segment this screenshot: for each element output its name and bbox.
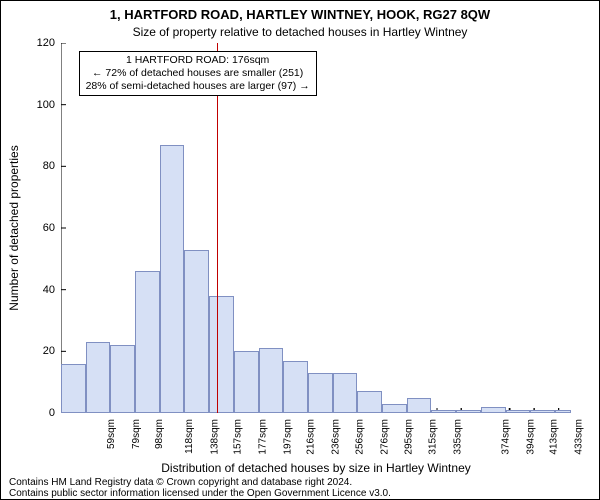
histogram-bar	[61, 364, 86, 413]
y-tick-label: 60	[5, 222, 55, 234]
x-tick-label: 236sqm	[330, 419, 341, 455]
y-tick-label: 40	[5, 284, 55, 296]
histogram-bar	[135, 271, 160, 413]
histogram-bar	[431, 410, 456, 413]
y-tick-label: 120	[5, 37, 55, 49]
histogram-bar	[555, 410, 571, 413]
annotation-line-3: 28% of semi-detached houses are larger (…	[86, 80, 310, 93]
x-tick-label: 276sqm	[380, 419, 391, 455]
histogram-bar	[86, 342, 111, 413]
histogram-bar	[209, 296, 234, 413]
x-axis-label: Distribution of detached houses by size …	[61, 461, 571, 475]
x-tick-label: 118sqm	[184, 419, 195, 454]
histogram-bar	[160, 145, 185, 413]
histogram-bar	[456, 410, 481, 413]
x-tick-label: 256sqm	[355, 419, 366, 455]
x-tick-label: 315sqm	[428, 419, 439, 455]
x-tick-label: 413sqm	[549, 419, 560, 455]
y-tick-label: 100	[5, 99, 55, 111]
x-tick-label: 138sqm	[209, 419, 220, 455]
footer-line-2: Contains public sector information licen…	[9, 488, 391, 499]
x-tick-label: 157sqm	[233, 419, 244, 455]
x-tick-label: 335sqm	[453, 419, 464, 455]
histogram-bar	[184, 250, 209, 413]
histogram-bar	[382, 404, 407, 413]
annotation-box: 1 HARTFORD ROAD: 176sqm← 72% of detached…	[79, 51, 317, 96]
y-tick-label: 80	[5, 160, 55, 172]
chart-title-main: 1, HARTFORD ROAD, HARTLEY WINTNEY, HOOK,…	[1, 7, 599, 22]
histogram-bar	[308, 373, 333, 413]
annotation-line-1: 1 HARTFORD ROAD: 176sqm	[86, 54, 310, 67]
x-tick-label: 216sqm	[306, 419, 317, 455]
x-tick-label: 295sqm	[403, 419, 414, 455]
histogram-bar	[234, 351, 259, 413]
x-tick-label: 98sqm	[154, 419, 165, 449]
marker-line	[217, 43, 218, 413]
histogram-bar	[333, 373, 358, 413]
histogram-bar	[506, 410, 531, 413]
histogram-bar	[530, 410, 555, 413]
x-tick-label: 394sqm	[525, 419, 536, 455]
histogram-bar	[110, 345, 135, 413]
x-tick-label: 177sqm	[257, 419, 268, 455]
y-tick-label: 20	[5, 345, 55, 357]
x-tick-label: 433sqm	[574, 419, 585, 455]
annotation-line-2: ← 72% of detached houses are smaller (25…	[86, 67, 310, 80]
attribution-footer: Contains HM Land Registry data © Crown c…	[9, 477, 391, 499]
histogram-bar	[481, 407, 506, 413]
x-tick-label: 374sqm	[501, 419, 512, 455]
histogram-bar	[357, 391, 382, 413]
chart-title-sub: Size of property relative to detached ho…	[1, 25, 599, 39]
footer-line-1: Contains HM Land Registry data © Crown c…	[9, 477, 391, 488]
y-tick-label: 0	[5, 407, 55, 419]
x-tick-label: 79sqm	[131, 419, 142, 449]
chart-container: 1, HARTFORD ROAD, HARTLEY WINTNEY, HOOK,…	[0, 0, 600, 500]
histogram-bar	[259, 348, 284, 413]
histogram-bar	[283, 361, 308, 413]
histogram-bar	[407, 398, 432, 413]
x-tick-label: 197sqm	[282, 419, 293, 455]
plot-area: 1 HARTFORD ROAD: 176sqm← 72% of detached…	[61, 43, 571, 413]
x-tick-label: 59sqm	[106, 419, 117, 449]
